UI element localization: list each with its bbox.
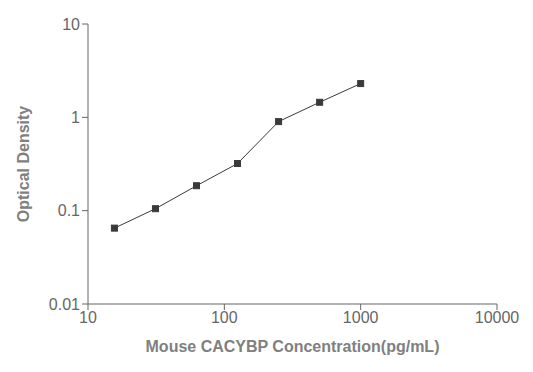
svg-text:1000: 1000 — [343, 309, 379, 326]
svg-text:Mouse CACYBP Concentration(pg/: Mouse CACYBP Concentration(pg/mL) — [146, 338, 440, 355]
svg-text:100: 100 — [211, 309, 238, 326]
svg-text:10000: 10000 — [475, 309, 520, 326]
svg-text:0.1: 0.1 — [58, 202, 80, 219]
svg-text:Optical Density: Optical Density — [15, 106, 32, 223]
svg-text:0.01: 0.01 — [49, 296, 80, 313]
svg-text:10: 10 — [62, 16, 80, 33]
svg-text:1: 1 — [71, 109, 80, 126]
svg-text:10: 10 — [79, 309, 97, 326]
